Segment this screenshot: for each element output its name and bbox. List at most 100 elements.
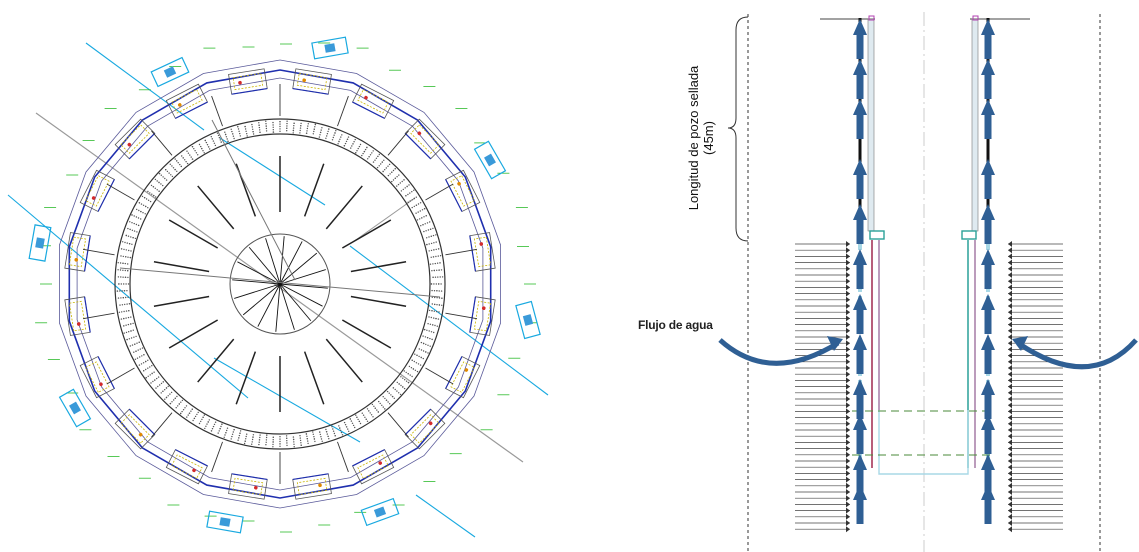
well-base	[404, 132, 432, 160]
wall-hatch-dot	[428, 316, 430, 318]
wall-hatch-dot	[138, 341, 140, 343]
hatch-tick	[1008, 408, 1012, 415]
flow-arrow-head	[853, 334, 867, 350]
wall-hatch-dot	[435, 234, 437, 236]
wall-hatch-dot	[430, 331, 433, 333]
well-base	[352, 449, 385, 467]
wall-hatch-dot	[207, 421, 209, 423]
wall-hatch-dot	[178, 403, 180, 405]
radial-tie	[337, 441, 349, 473]
wall-hatch-dot	[320, 436, 322, 438]
hatch-tick	[846, 464, 850, 471]
wall-hatch-dot	[153, 371, 155, 373]
wall-hatch-dot	[239, 430, 242, 432]
wall-hatch-dot	[422, 224, 424, 226]
wall-hatch-dot	[383, 159, 385, 161]
wall-hatch-dot	[403, 179, 405, 181]
interior-spoke	[350, 295, 407, 307]
interior-spoke	[235, 351, 257, 405]
well-unit	[292, 473, 332, 500]
wall-hatch-dot	[190, 410, 192, 412]
detail-frame	[473, 140, 507, 180]
hatch-tick	[846, 495, 850, 502]
wall-hatch-dot	[293, 125, 295, 127]
wall-hatch-dot	[438, 297, 441, 299]
detail-box	[360, 497, 400, 527]
wall-hatch-dot	[300, 125, 302, 127]
wall-hatch-dot	[313, 128, 315, 130]
wall-hatch-dot	[424, 336, 427, 338]
wall-hatch-dot	[313, 438, 316, 440]
hatch-tick	[846, 396, 850, 402]
center-ray	[232, 279, 281, 285]
wall-hatch-dot	[379, 402, 381, 405]
casing-cap	[972, 15, 979, 21]
wall-hatch-dot	[122, 276, 124, 278]
wall-hatch-dot	[355, 152, 357, 154]
wall-hatch-dot	[389, 403, 391, 405]
wall-hatch-dot	[279, 125, 281, 128]
wall-hatch-dot	[380, 163, 382, 165]
wall-hatch-dot	[119, 262, 122, 264]
wall-hatch-dot	[149, 200, 152, 203]
wall-hatch-dot	[151, 372, 153, 375]
wall-hatch-dot	[437, 318, 440, 320]
wall-hatch-dot	[150, 382, 152, 384]
wall-hatch-dot	[431, 296, 433, 298]
wall-hatch-dot	[331, 426, 333, 428]
wall-hatch-dot	[299, 129, 301, 132]
wall-hatch-dot	[135, 335, 137, 338]
wall-hatch-dot	[202, 150, 204, 152]
casing-shoulder	[961, 230, 977, 240]
wall-hatch-dot	[325, 431, 328, 433]
wall-hatch-dot	[292, 127, 295, 129]
wall-hatch-dot	[123, 325, 125, 327]
wall-hatch-dot	[413, 189, 415, 191]
wall-hatch-dot	[143, 197, 146, 199]
well-marker	[417, 131, 422, 136]
wall-hatch-dot	[429, 228, 432, 230]
wall-hatch-dot	[130, 250, 132, 252]
hatch-tick	[1008, 346, 1012, 353]
detail-symbol	[484, 153, 496, 167]
detail-frame	[58, 388, 92, 428]
detail-symbol	[219, 517, 231, 527]
wall-hatch-dot	[334, 132, 336, 134]
wall-hatch-dot	[438, 311, 440, 313]
wall-hatch-dot	[147, 199, 150, 201]
wall-hatch-dot	[151, 193, 153, 195]
wall-hatch-dot	[279, 445, 281, 447]
wall-hatch-dot	[286, 442, 288, 444]
wall-hatch-dot	[196, 413, 198, 416]
wall-hatch-dot	[356, 416, 358, 418]
wall-hatch-dot	[121, 311, 123, 313]
wall-hatch-dot	[160, 183, 162, 185]
wall-hatch-dot	[392, 179, 395, 181]
wall-hatch-dot	[218, 137, 221, 139]
wall-hatch-dot	[117, 269, 119, 271]
well-inner-box	[410, 124, 440, 154]
wall-hatch-dot	[122, 262, 124, 264]
wall-hatch-dot	[138, 364, 141, 366]
well-base	[469, 235, 477, 272]
detail-symbol	[373, 506, 387, 518]
wall-hatch-dot	[135, 350, 137, 352]
hatch-tick	[846, 414, 850, 421]
wall-hatch-dot	[258, 443, 260, 446]
radial-tie	[82, 312, 115, 320]
wall-hatch-dot	[326, 135, 328, 137]
wall-hatch-dot	[409, 192, 411, 194]
wall-hatch-dot	[120, 297, 122, 299]
wall-hatch-dot	[258, 122, 260, 124]
wall-hatch-dot	[427, 323, 429, 325]
wall-hatch-dot	[145, 360, 147, 363]
wall-hatch-dot	[126, 290, 128, 292]
well-marker	[479, 242, 484, 246]
wall-hatch-dot	[436, 269, 438, 271]
wall-hatch-dot	[120, 283, 123, 285]
wall-hatch-dot	[128, 249, 130, 252]
wall-hatch-dot	[355, 414, 357, 416]
wall-hatch-dot	[156, 189, 158, 191]
wall-hatch-dot	[320, 438, 323, 440]
interior-spoke	[303, 351, 325, 405]
